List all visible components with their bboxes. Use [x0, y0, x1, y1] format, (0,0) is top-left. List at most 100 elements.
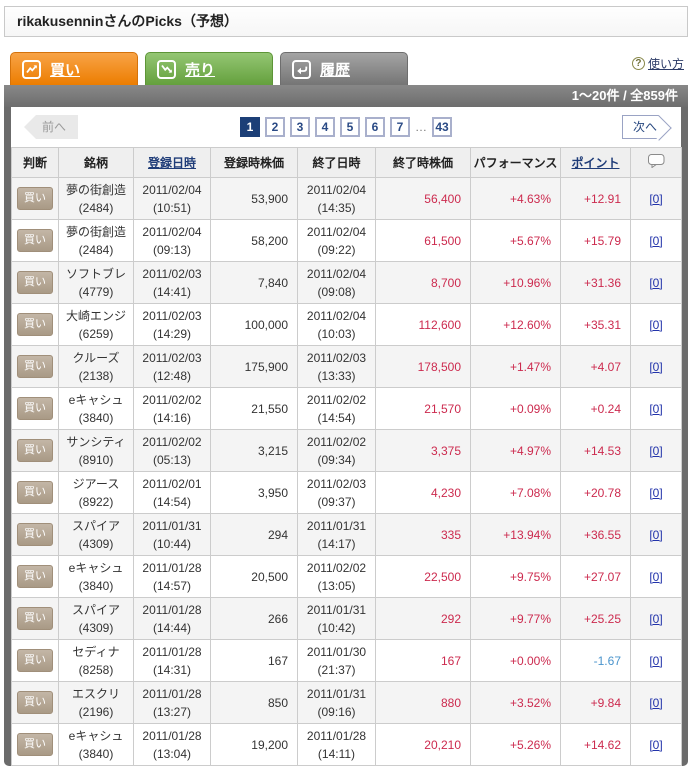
- reg-time: (13:27): [152, 704, 192, 719]
- pagination-ellipsis: …: [415, 120, 427, 134]
- comment-link[interactable]: [0]: [649, 569, 663, 584]
- comment-link[interactable]: [0]: [649, 653, 663, 668]
- pagination-next[interactable]: 次へ: [621, 115, 659, 139]
- reg-datetime-cell: 2011/01/28 (14:44): [133, 597, 211, 640]
- reg-date: 2011/01/31: [142, 518, 202, 533]
- comment-link[interactable]: [0]: [649, 317, 663, 332]
- tab-history[interactable]: 履歴: [280, 52, 408, 85]
- end-time: (10:03): [317, 326, 356, 341]
- page-button-43[interactable]: 43: [432, 117, 452, 137]
- page-button-1[interactable]: 1: [240, 117, 260, 137]
- reg-date: 2011/01/28: [142, 686, 202, 701]
- point-value: +27.07: [560, 555, 631, 598]
- stock-name: eキャシュ: [68, 728, 124, 743]
- end-date: 2011/02/02: [306, 434, 367, 449]
- page-title: rikakusenninさんのPicks（予想）: [4, 6, 688, 37]
- end-date: 2011/01/31: [306, 686, 367, 701]
- tab-sell[interactable]: 売り: [145, 52, 273, 85]
- end-date: 2011/02/03: [306, 476, 367, 491]
- col-point-sort[interactable]: ポイント: [560, 147, 631, 178]
- end-price: 292: [375, 597, 471, 640]
- comment-link[interactable]: [0]: [649, 485, 663, 500]
- stock-cell: クルーズ (2138): [58, 345, 134, 388]
- end-price: 4,230: [375, 471, 471, 514]
- performance-value: +0.00%: [470, 639, 561, 682]
- return-arrow-icon: [292, 59, 311, 79]
- reg-datetime-cell: 2011/01/28 (14:57): [133, 555, 211, 598]
- reg-datetime-cell: 2011/02/03 (14:29): [133, 303, 211, 346]
- stock-cell: 夢の街創造 (2484): [58, 177, 134, 220]
- point-value: +36.55: [560, 513, 631, 556]
- point-value: +4.07: [560, 345, 631, 388]
- end-date: 2011/01/28: [306, 728, 367, 743]
- page-button-2[interactable]: 2: [265, 117, 285, 137]
- col-reg-date-sort[interactable]: 登録日時: [133, 147, 211, 178]
- judgment-cell: 買い: [11, 219, 59, 262]
- comment-cell: [0]: [630, 639, 682, 682]
- judgment-cell: 買い: [11, 387, 59, 430]
- end-datetime-cell: 2011/02/04 (09:08): [297, 261, 376, 304]
- comment-cell: [0]: [630, 177, 682, 220]
- judgment-cell: 買い: [11, 303, 59, 346]
- reg-datetime-cell: 2011/02/02 (14:16): [133, 387, 211, 430]
- comment-cell: [0]: [630, 345, 682, 388]
- end-datetime-cell: 2011/01/30 (21:37): [297, 639, 376, 682]
- page-button-3[interactable]: 3: [290, 117, 310, 137]
- page-button-4[interactable]: 4: [315, 117, 335, 137]
- end-price: 178,500: [375, 345, 471, 388]
- end-date: 2011/02/04: [306, 266, 367, 281]
- tab-buy[interactable]: 買い: [10, 52, 138, 85]
- table-row: 買い ジアース (8922) 2011/02/01 (14:54) 3,950 …: [11, 471, 682, 514]
- stock-name: サンシティ: [66, 434, 126, 449]
- reg-datetime-cell: 2011/02/04 (09:13): [133, 219, 211, 262]
- end-date: 2011/01/31: [306, 518, 367, 533]
- reg-datetime-cell: 2011/01/28 (14:31): [133, 639, 211, 682]
- page-button-7[interactable]: 7: [390, 117, 410, 137]
- performance-value: +13.94%: [470, 513, 561, 556]
- reg-date: 2011/01/28: [142, 644, 202, 659]
- reg-datetime-cell: 2011/02/01 (14:54): [133, 471, 211, 514]
- performance-value: +12.60%: [470, 303, 561, 346]
- reg-time: (14:54): [152, 494, 192, 509]
- page-button-6[interactable]: 6: [365, 117, 385, 137]
- reg-datetime-cell: 2011/02/03 (12:48): [133, 345, 211, 388]
- end-date: 2011/01/31: [306, 602, 367, 617]
- stock-name: スパイア: [71, 602, 120, 617]
- comment-cell: [0]: [630, 597, 682, 640]
- comment-link[interactable]: [0]: [649, 191, 663, 206]
- pagination-prev[interactable]: 前へ: [24, 115, 79, 139]
- col-reg-price: 登録時株価: [210, 147, 298, 178]
- judgment-cell: 買い: [11, 681, 59, 724]
- reg-date: 2011/02/01: [142, 476, 202, 491]
- table-row: 買い サンシティ (8910) 2011/02/02 (05:13) 3,215…: [11, 429, 682, 472]
- stock-code: (2484): [78, 242, 114, 257]
- comment-link[interactable]: [0]: [649, 443, 663, 458]
- judgment-badge: 買い: [17, 229, 53, 252]
- question-circle-icon: ?: [631, 57, 645, 70]
- judgment-badge: 買い: [17, 565, 53, 588]
- stock-name: クルーズ: [72, 350, 120, 365]
- reg-time: (14:44): [152, 620, 192, 635]
- point-value: +15.79: [560, 219, 631, 262]
- judgment-cell: 買い: [11, 177, 59, 220]
- comment-link[interactable]: [0]: [649, 233, 663, 248]
- point-value: +14.62: [560, 723, 631, 766]
- reg-time: (14:57): [152, 578, 192, 593]
- judgment-badge: 買い: [17, 271, 53, 294]
- end-price: 21,570: [375, 387, 471, 430]
- comment-link[interactable]: [0]: [649, 359, 663, 374]
- col-end-date: 終了日時: [297, 147, 376, 178]
- help-link[interactable]: ? 使い方: [631, 55, 684, 72]
- comment-link[interactable]: [0]: [649, 695, 663, 710]
- stock-cell: eキャシュ (3840): [58, 723, 134, 766]
- reg-price: 850: [210, 681, 298, 724]
- end-date: 2011/02/02: [306, 392, 367, 407]
- comment-link[interactable]: [0]: [649, 275, 663, 290]
- stock-cell: スパイア (4309): [58, 597, 134, 640]
- end-time: (13:05): [317, 578, 356, 593]
- comment-link[interactable]: [0]: [649, 737, 663, 752]
- comment-link[interactable]: [0]: [649, 611, 663, 626]
- page-button-5[interactable]: 5: [340, 117, 360, 137]
- comment-link[interactable]: [0]: [649, 401, 663, 416]
- comment-link[interactable]: [0]: [649, 527, 663, 542]
